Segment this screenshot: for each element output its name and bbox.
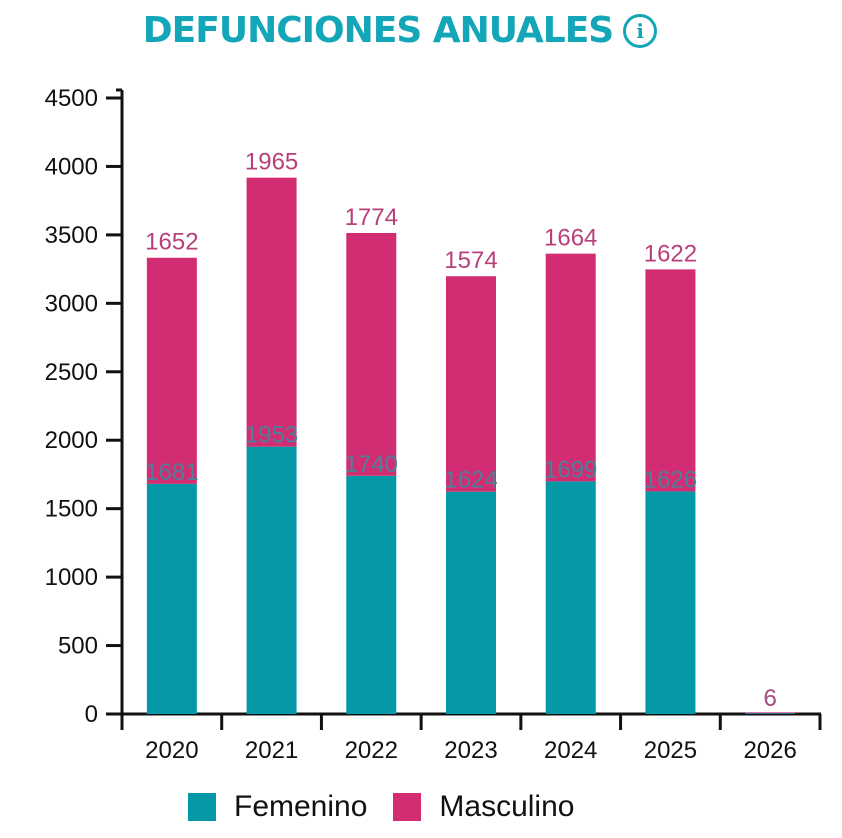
legend-swatch-femenino [188, 793, 216, 821]
x-tick-label: 2024 [544, 737, 597, 764]
chart-title-container: DEFUNCIONES ANUALES i [0, 10, 842, 51]
bar-femenino [745, 713, 796, 714]
info-circle-icon[interactable]: i [623, 13, 658, 48]
y-tick-label: 2500 [45, 359, 98, 386]
data-label-masculino: 1652 [145, 229, 198, 256]
chart-title-wrapper: DEFUNCIONES ANUALES i [142, 10, 658, 51]
legend-label-masculino: Masculino [439, 790, 575, 823]
legend-item-femenino[interactable]: Femenino [188, 790, 367, 824]
data-label-masculino: 1574 [444, 247, 497, 274]
y-tick-label: 4000 [45, 153, 98, 180]
data-label-femenino: 6 [763, 685, 776, 712]
x-tick-label: 2020 [145, 737, 198, 764]
y-tick-label: 3000 [45, 290, 98, 317]
bar-femenino [545, 481, 596, 714]
bar-masculino [146, 257, 197, 484]
data-label-femenino: 1740 [345, 451, 398, 478]
bar-masculino [446, 276, 496, 492]
x-tick-label: 2025 [644, 737, 697, 764]
y-tick-label: 0 [85, 701, 98, 728]
y-tick-label: 3500 [45, 222, 98, 249]
y-tick-label: 500 [58, 633, 98, 660]
data-label-masculino: 1622 [644, 240, 697, 267]
bar-femenino [645, 491, 696, 714]
data-label-masculino: 1664 [544, 225, 597, 252]
bar-masculino [246, 177, 297, 447]
y-tick-label: 1500 [45, 496, 98, 523]
bar-masculino [745, 712, 796, 714]
bar-femenino [346, 475, 397, 714]
data-label-femenino: 1699 [544, 456, 597, 483]
x-tick-label: 2023 [444, 737, 497, 764]
chart-legend: Femenino Masculino [188, 790, 600, 824]
data-label-femenino: 1626 [644, 466, 697, 493]
data-label-femenino: 1681 [145, 459, 198, 486]
bar-masculino [346, 232, 397, 476]
bar-femenino [246, 446, 297, 714]
data-label-femenino: 1624 [444, 467, 497, 494]
chart-plot: 0 500 1000 1500 2000 2500 3000 3500 4000 4500 2020… [45, 85, 822, 764]
legend-item-masculino[interactable]: Masculino [393, 790, 574, 824]
y-tick-label: 2000 [45, 427, 98, 454]
data-label-femenino: 1953 [245, 422, 298, 449]
bar-masculino [545, 253, 596, 482]
chart-title: DEFUNCIONES ANUALES [142, 10, 614, 51]
bar-masculino [645, 269, 696, 492]
x-tick-label: 2026 [743, 737, 796, 764]
x-tick-label: 2021 [245, 737, 298, 764]
data-label-masculino: 1965 [245, 149, 298, 176]
data-label-masculino: 6 [763, 685, 776, 712]
legend-label-femenino: Femenino [234, 790, 368, 823]
legend-swatch-masculino [393, 793, 422, 821]
data-label-masculino: 1774 [345, 204, 398, 231]
y-tick-label: 4500 [45, 85, 98, 112]
y-tick-label: 1000 [45, 564, 98, 591]
x-tick-label: 2022 [345, 737, 398, 764]
bar-femenino [146, 483, 197, 714]
bar-femenino [446, 491, 496, 714]
